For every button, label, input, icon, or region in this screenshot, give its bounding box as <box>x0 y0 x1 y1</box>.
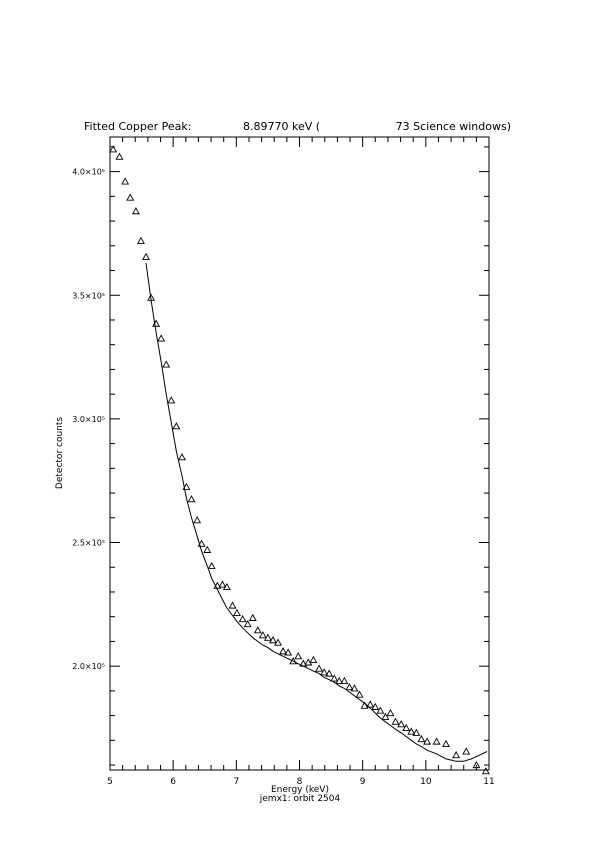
data-point-triangle <box>167 396 176 404</box>
data-point-triangle <box>340 676 349 684</box>
data-point-triangle <box>472 760 481 769</box>
data-point-triangle <box>142 252 150 260</box>
x-tick-label: 11 <box>483 777 494 787</box>
data-point-triangle <box>366 700 375 708</box>
data-point-triangle <box>330 674 339 682</box>
data-point-triangle <box>172 422 181 430</box>
x-tick-label: 7 <box>233 777 239 787</box>
title-left: Fitted Copper Peak: <box>84 120 191 133</box>
data-point-triangle <box>218 580 227 588</box>
data-point-triangle <box>109 145 118 153</box>
data-point-triangle <box>157 334 166 342</box>
x-tick-label: 8 <box>297 777 303 787</box>
data-point-triangle <box>131 207 140 215</box>
data-point-triangle <box>222 582 231 591</box>
data-point-triangle <box>147 293 156 301</box>
data-point-triangle <box>355 690 364 698</box>
data-point-triangle <box>228 601 237 609</box>
data-point-triangle <box>178 453 186 461</box>
data-point-triangle <box>136 236 145 244</box>
data-markers <box>109 145 490 775</box>
data-point-triangle <box>248 613 257 621</box>
data-point-triangle <box>407 727 416 735</box>
data-point-triangle <box>381 712 390 720</box>
data-point-triangle <box>299 659 308 667</box>
data-point-triangle <box>315 664 324 672</box>
data-point-triangle <box>397 720 406 728</box>
data-point-triangle <box>325 669 334 677</box>
y-tick-label: 4.0×10⁵ <box>72 168 105 177</box>
data-point-triangle <box>391 717 400 725</box>
x-tick-label: 10 <box>420 777 432 787</box>
data-point-triangle <box>193 516 202 524</box>
data-point-triangle <box>213 581 222 589</box>
data-point-triangle <box>335 676 344 684</box>
data-point-triangle <box>345 683 354 691</box>
data-point-triangle <box>294 652 303 660</box>
data-point-triangle <box>320 668 329 676</box>
data-point-triangle <box>197 539 206 547</box>
x-tick-labels: 5 6 7 8 9 10 11 <box>107 777 495 787</box>
data-point-triangle <box>402 723 411 731</box>
x-tick-label: 5 <box>107 777 113 787</box>
data-point-triangle <box>279 647 288 655</box>
axis-ticks <box>109 137 490 770</box>
data-point-triangle <box>263 633 272 641</box>
data-point-triangle <box>376 706 385 714</box>
data-point-triangle <box>432 737 441 745</box>
y-tick-label: 3.0×10⁵ <box>72 415 105 424</box>
data-point-triangle <box>233 608 241 616</box>
data-point-triangle <box>162 360 171 368</box>
data-point-triangle <box>442 739 451 748</box>
data-point-triangle <box>207 561 216 570</box>
data-point-triangle <box>115 152 124 160</box>
data-point-triangle <box>187 495 196 503</box>
data-point-triangle <box>386 709 395 717</box>
data-point-triangle <box>289 657 298 665</box>
data-point-triangle <box>203 545 212 553</box>
data-point-triangle <box>360 701 369 709</box>
title-energy: 8.89770 keV ( <box>243 120 320 133</box>
data-point-triangle <box>258 631 267 639</box>
data-point-triangle <box>462 747 471 755</box>
y-tick-label: 2.0×10⁵ <box>72 662 105 671</box>
data-point-triangle <box>121 177 130 185</box>
y-axis-label: Detector counts <box>55 417 65 489</box>
title-right: 73 Science windows) <box>396 120 511 133</box>
x-axis-label: Energy (keV) <box>271 785 329 795</box>
data-point-triangle <box>238 615 247 623</box>
y-tick-label: 3.5×10⁵ <box>72 291 105 300</box>
data-point-triangle <box>417 734 426 743</box>
data-point-triangle <box>412 728 421 736</box>
data-point-triangle <box>152 319 161 327</box>
x-tick-label: 6 <box>170 777 176 787</box>
data-point-triangle <box>452 751 461 759</box>
bottom-subtitle: jemx1: orbit 2504 <box>259 794 341 804</box>
y-tick-labels: 2.0×10⁵ 2.5×10⁵ 3.0×10⁵ 3.5×10⁵ 4.0×10⁵ <box>72 168 105 672</box>
data-point-triangle <box>481 767 490 775</box>
data-point-triangle <box>253 626 262 634</box>
y-tick-label: 2.5×10⁵ <box>72 539 105 548</box>
data-point-triangle <box>371 702 380 710</box>
data-point-triangle <box>182 482 191 490</box>
data-point-triangle <box>243 619 252 628</box>
data-point-triangle <box>126 193 135 201</box>
data-point-triangle <box>269 636 277 644</box>
data-point-triangle <box>274 638 282 646</box>
data-point-triangle <box>309 655 318 663</box>
data-point-triangle <box>423 737 432 745</box>
data-point-triangle <box>284 648 293 656</box>
x-tick-label: 9 <box>360 777 366 787</box>
data-point-triangle <box>350 684 359 692</box>
